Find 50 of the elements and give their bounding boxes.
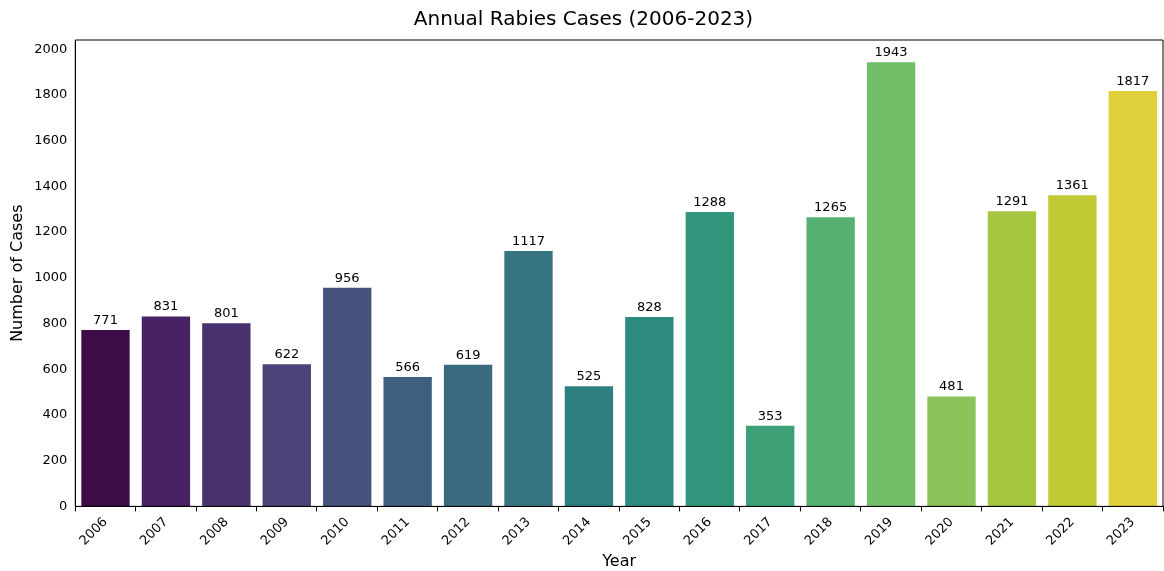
data-label: 1817	[1116, 72, 1150, 88]
chart-title: Annual Rabies Cases (2006-2023)	[413, 6, 754, 31]
y-tick-label: 400	[42, 406, 68, 422]
y-tick-label: 800	[42, 314, 68, 330]
bar	[141, 316, 191, 507]
data-label: 1265	[814, 199, 848, 215]
y-tick-label: 0	[59, 497, 68, 513]
bar	[987, 211, 1037, 507]
data-label: 619	[455, 346, 481, 362]
data-label: 353	[757, 407, 783, 423]
data-label: 525	[576, 368, 602, 384]
bar	[504, 251, 553, 507]
bar	[564, 386, 614, 507]
y-tick-label: 600	[42, 360, 68, 376]
data-label: 622	[274, 346, 300, 362]
data-label: 1117	[511, 232, 546, 248]
bar	[806, 217, 855, 507]
bar	[866, 62, 916, 507]
bar	[685, 211, 734, 507]
x-axis-title: Year	[601, 550, 637, 570]
data-label: 481	[939, 378, 964, 394]
bar	[262, 364, 311, 507]
bar	[323, 287, 372, 507]
data-label: 1291	[995, 193, 1029, 209]
y-tick-label: 1200	[34, 223, 68, 239]
bar	[383, 376, 432, 507]
y-tick-label: 1600	[34, 131, 68, 147]
data-label: 956	[334, 269, 360, 285]
data-label: 771	[93, 311, 118, 327]
y-tick-label: 1000	[34, 269, 68, 285]
data-label: 831	[153, 298, 179, 314]
y-tick-label: 2000	[34, 40, 68, 56]
bar	[1108, 90, 1157, 507]
bar	[202, 323, 251, 507]
y-tick-label: 1800	[34, 86, 68, 102]
bar	[625, 317, 674, 507]
bar	[443, 364, 493, 507]
y-tick-label: 200	[42, 452, 68, 468]
bar	[927, 396, 976, 507]
data-label: 1288	[693, 193, 727, 209]
y-tick-label: 1400	[34, 177, 68, 193]
data-label: 566	[395, 358, 421, 374]
data-label: 1361	[1055, 177, 1089, 193]
data-label: 801	[213, 305, 239, 321]
y-axis-title: Number of Cases	[6, 204, 26, 342]
bar	[81, 330, 130, 507]
bar	[1048, 195, 1097, 507]
data-label: 1943	[874, 44, 908, 60]
bar	[746, 425, 795, 507]
data-label: 828	[636, 298, 662, 314]
